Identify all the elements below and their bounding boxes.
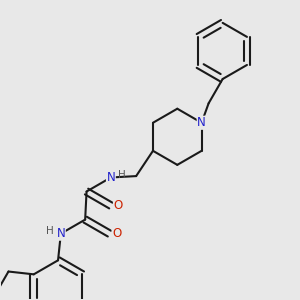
Text: H: H <box>46 226 54 236</box>
Text: O: O <box>112 227 122 240</box>
Text: N: N <box>106 171 115 184</box>
Text: N: N <box>56 227 65 240</box>
Text: H: H <box>118 170 126 180</box>
Text: O: O <box>113 199 123 212</box>
Text: N: N <box>197 116 206 129</box>
